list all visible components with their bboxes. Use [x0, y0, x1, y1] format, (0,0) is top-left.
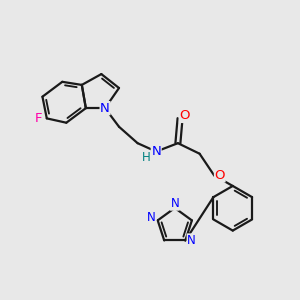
Text: H: H — [142, 151, 151, 164]
Text: O: O — [179, 110, 190, 122]
Text: N: N — [151, 145, 161, 158]
Text: N: N — [100, 102, 110, 115]
Text: N: N — [187, 234, 196, 247]
Text: O: O — [214, 169, 225, 182]
Text: N: N — [170, 197, 179, 210]
Text: F: F — [34, 112, 42, 125]
Text: N: N — [147, 212, 156, 224]
